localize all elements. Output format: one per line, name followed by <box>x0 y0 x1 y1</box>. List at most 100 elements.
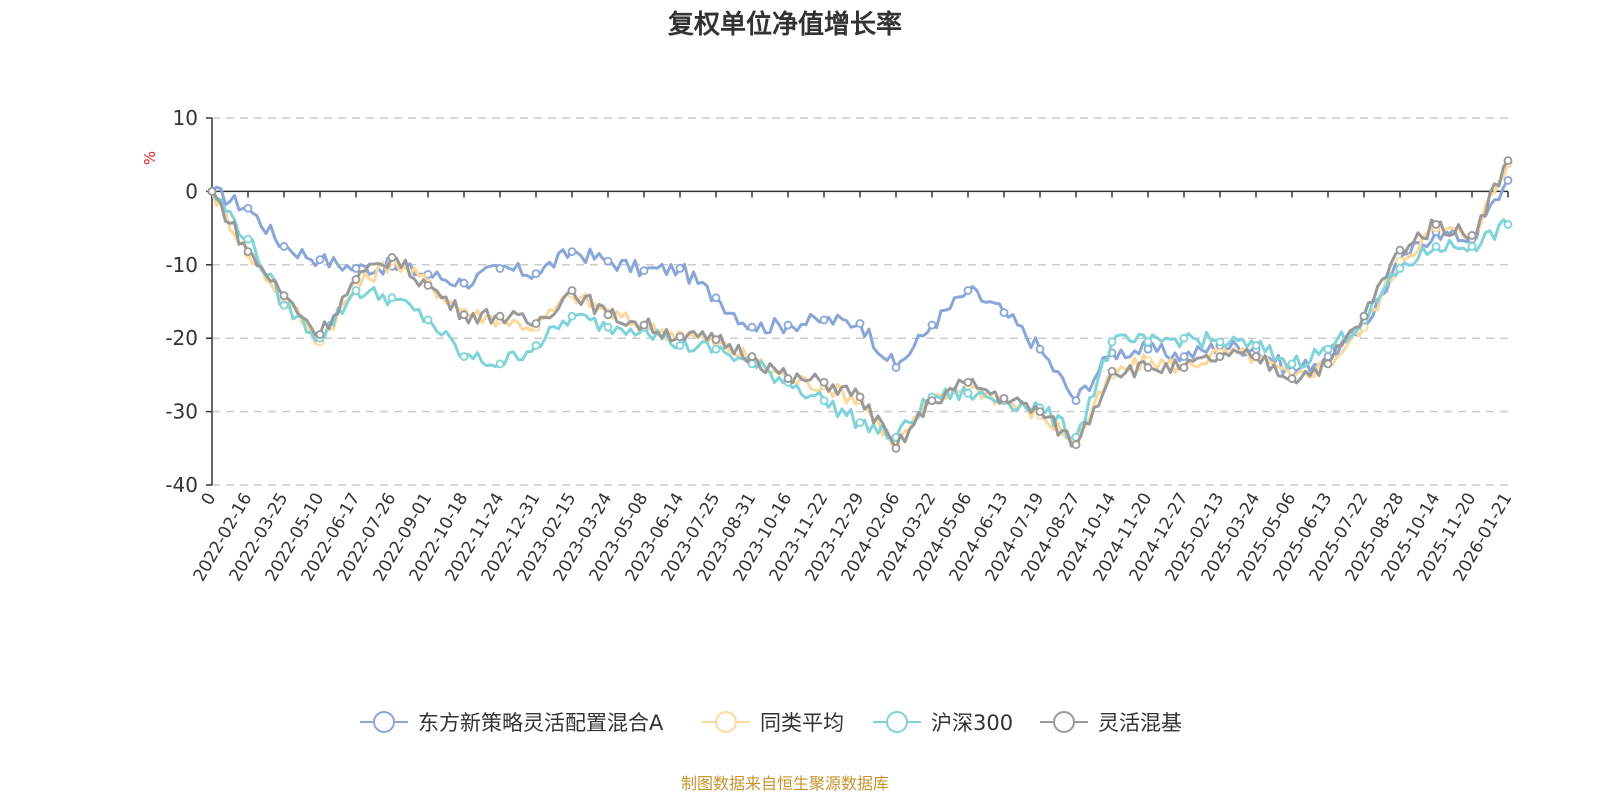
data-point[interactable] <box>999 308 1009 317</box>
data-point[interactable] <box>1395 245 1405 255</box>
data-point[interactable] <box>1503 156 1513 165</box>
x-tick-label: 0 <box>198 490 221 509</box>
data-point[interactable] <box>1143 363 1153 372</box>
data-point[interactable] <box>1503 220 1513 229</box>
data-point[interactable] <box>315 255 325 265</box>
data-point[interactable] <box>1395 264 1405 273</box>
data-point[interactable] <box>1467 231 1477 240</box>
data-point[interactable] <box>747 322 757 332</box>
data-point[interactable] <box>459 278 469 288</box>
data-point[interactable] <box>855 418 865 428</box>
legend-item[interactable]: 东方新策略灵活配置混合A <box>360 711 664 735</box>
data-point[interactable] <box>927 396 937 405</box>
data-point[interactable] <box>423 280 433 290</box>
data-point[interactable] <box>1359 311 1369 321</box>
data-point[interactable] <box>855 392 865 402</box>
data-point[interactable] <box>351 275 361 284</box>
data-point[interactable] <box>603 322 613 332</box>
data-point[interactable] <box>891 363 901 372</box>
data-point[interactable] <box>1287 374 1297 383</box>
data-point[interactable] <box>279 300 289 310</box>
data-point[interactable] <box>1071 440 1081 450</box>
legend-label: 灵活混基 <box>1098 711 1182 735</box>
data-point[interactable] <box>783 320 793 330</box>
data-point[interactable] <box>819 396 829 405</box>
data-point[interactable] <box>1323 359 1333 369</box>
data-point[interactable] <box>531 319 541 328</box>
data-point[interactable] <box>963 388 973 398</box>
data-point[interactable] <box>351 264 361 273</box>
legend-marker <box>1053 711 1075 733</box>
data-point[interactable] <box>1323 344 1333 354</box>
data-point[interactable] <box>423 315 433 325</box>
data-point[interactable] <box>279 291 289 301</box>
data-point[interactable] <box>351 286 361 295</box>
data-point[interactable] <box>207 186 217 196</box>
data-point[interactable] <box>243 203 253 213</box>
data-point[interactable] <box>603 256 613 266</box>
data-point[interactable] <box>243 234 253 244</box>
data-point[interactable] <box>531 269 541 279</box>
data-point[interactable] <box>1287 359 1297 369</box>
data-point[interactable] <box>1503 175 1513 185</box>
data-point[interactable] <box>675 264 685 273</box>
data-point[interactable] <box>1179 363 1189 372</box>
data-point[interactable] <box>999 393 1009 403</box>
data-point[interactable] <box>1143 344 1153 354</box>
legend-item[interactable]: 同类平均 <box>702 711 844 735</box>
data-point[interactable] <box>1431 220 1441 229</box>
data-point[interactable] <box>675 332 685 342</box>
data-point[interactable] <box>1467 242 1477 251</box>
legend-item[interactable]: 灵活混基 <box>1040 711 1182 735</box>
data-point[interactable] <box>495 311 505 321</box>
series-lines <box>207 156 1513 453</box>
data-point[interactable] <box>711 335 721 345</box>
data-point[interactable] <box>279 242 289 251</box>
data-point[interactable] <box>1143 337 1153 347</box>
data-point[interactable] <box>711 344 721 354</box>
data-point[interactable] <box>1035 407 1045 417</box>
data-point[interactable] <box>1107 337 1117 347</box>
data-point[interactable] <box>1215 352 1225 361</box>
data-point[interactable] <box>711 293 721 303</box>
data-point[interactable] <box>459 352 469 361</box>
data-point[interactable] <box>819 315 829 325</box>
data-point[interactable] <box>747 352 757 361</box>
data-point[interactable] <box>495 359 505 369</box>
data-point[interactable] <box>675 341 685 350</box>
data-point[interactable] <box>1215 337 1225 347</box>
y-axis-unit-label: % <box>141 151 159 165</box>
data-point[interactable] <box>819 377 829 387</box>
data-point[interactable] <box>1035 344 1045 354</box>
data-point[interactable] <box>243 247 253 256</box>
legend-item[interactable]: 沪深300 <box>873 711 1013 735</box>
data-point[interactable] <box>1251 341 1261 350</box>
data-point[interactable] <box>495 264 505 273</box>
data-point[interactable] <box>387 253 397 262</box>
data-point[interactable] <box>639 320 649 330</box>
data-point[interactable] <box>963 286 973 295</box>
data-point[interactable] <box>531 341 541 350</box>
data-point[interactable] <box>603 310 613 320</box>
data-point[interactable] <box>567 311 577 321</box>
y-tick-label: -30 <box>165 400 198 424</box>
data-point[interactable] <box>315 330 325 339</box>
data-point[interactable] <box>1179 333 1189 343</box>
data-point[interactable] <box>963 377 973 387</box>
data-point[interactable] <box>1107 366 1117 376</box>
legend-marker <box>373 711 395 733</box>
data-point[interactable] <box>927 320 937 330</box>
data-point[interactable] <box>783 374 793 383</box>
data-point[interactable] <box>1179 352 1189 361</box>
data-point[interactable] <box>1251 352 1261 361</box>
data-point[interactable] <box>1071 396 1081 405</box>
data-point[interactable] <box>855 319 865 328</box>
data-point[interactable] <box>567 247 577 256</box>
data-point[interactable] <box>1431 242 1441 251</box>
data-point[interactable] <box>639 266 649 276</box>
data-point[interactable] <box>387 293 397 303</box>
data-point[interactable] <box>459 310 469 320</box>
data-point[interactable] <box>891 443 901 453</box>
data-point[interactable] <box>567 286 577 295</box>
